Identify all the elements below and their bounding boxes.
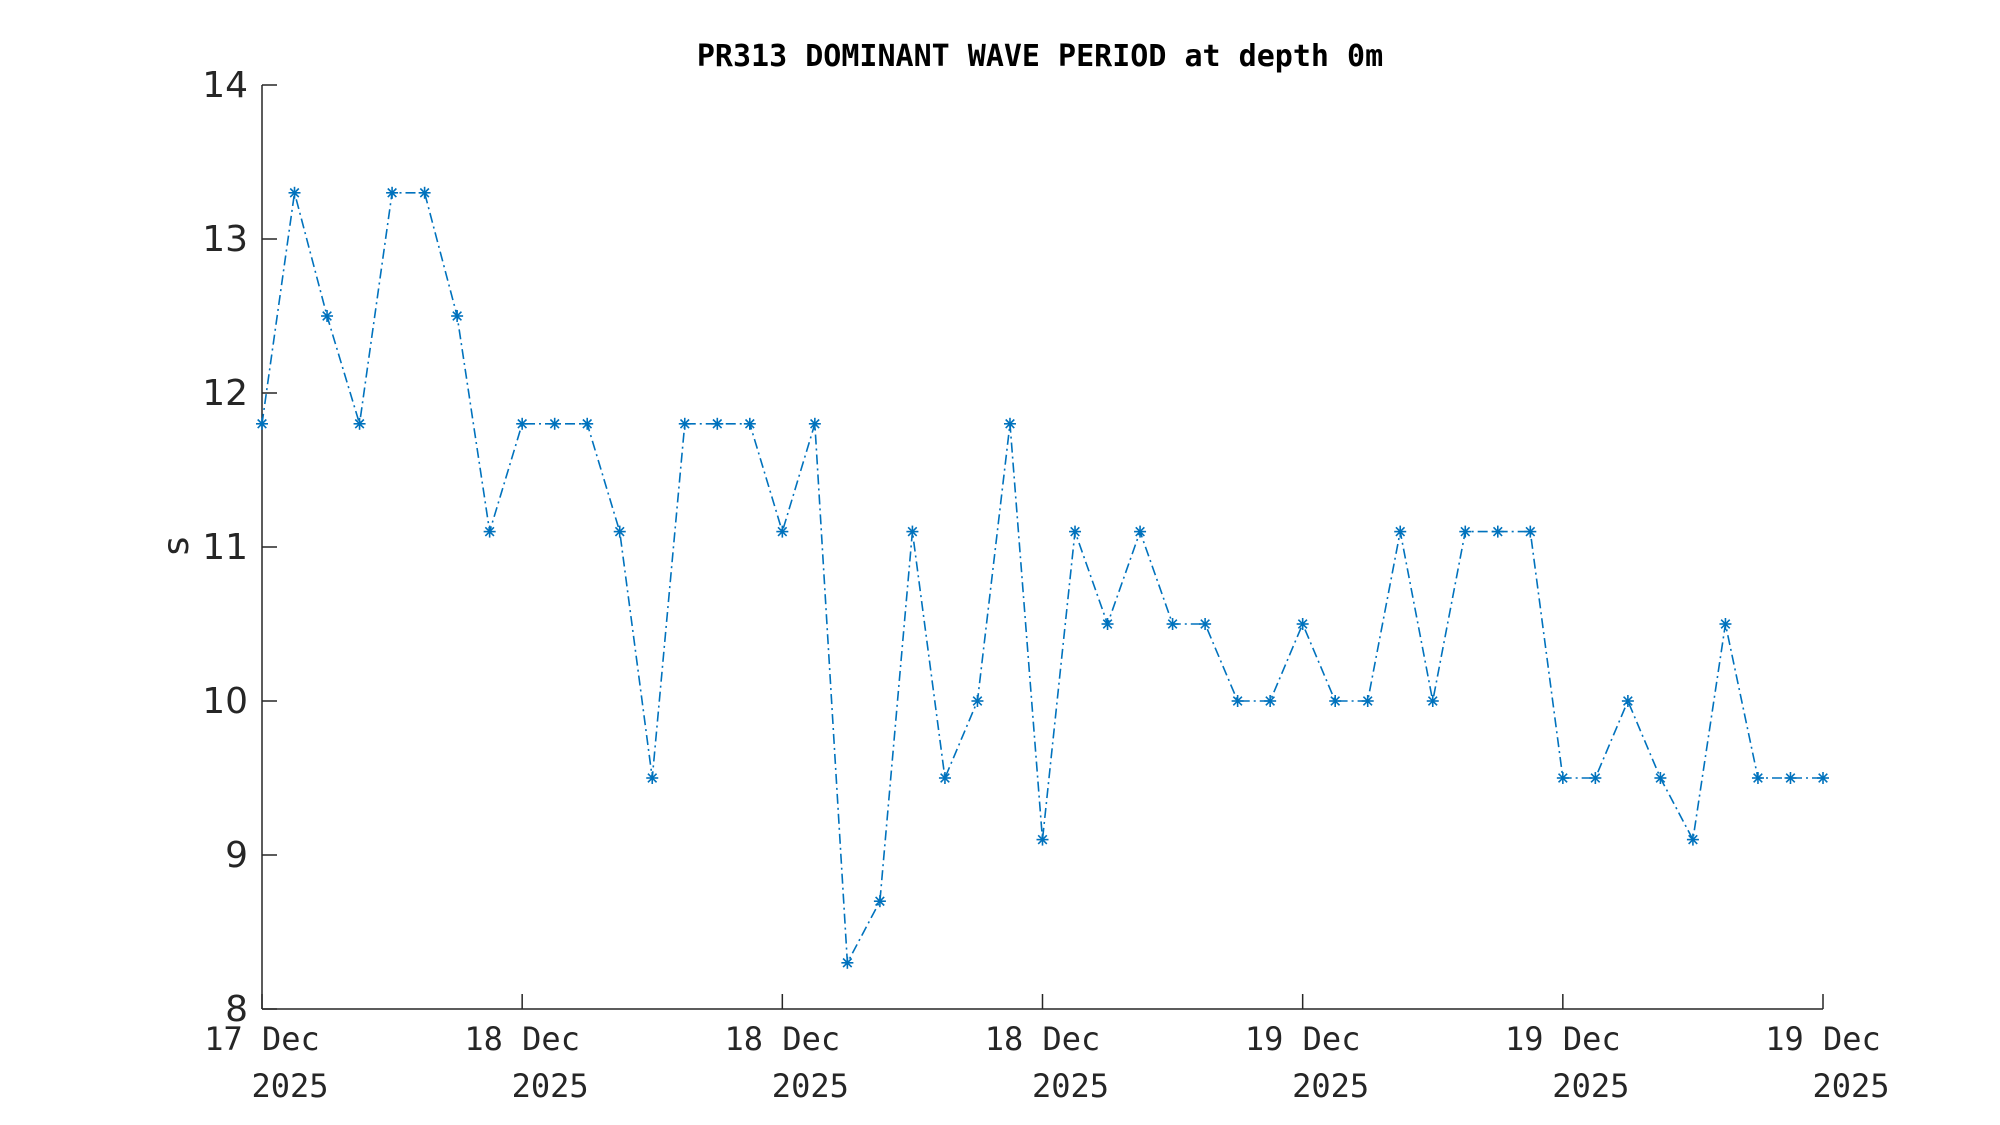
y-tick-label: 14	[202, 65, 248, 106]
data-point	[613, 525, 626, 538]
data-point	[776, 525, 789, 538]
chart-title: PR313 DOMINANT WAVE PERIOD at depth 0m	[697, 39, 1383, 74]
data-point	[1491, 525, 1504, 538]
data-point	[1166, 618, 1179, 630]
data-point	[1394, 525, 1407, 538]
data-point	[353, 417, 366, 430]
x-tick-label-date: 18 Dec	[725, 1020, 841, 1058]
data-point	[1069, 525, 1082, 538]
series-line	[261, 192, 1823, 966]
data-point	[386, 186, 399, 199]
data-point	[581, 417, 594, 430]
data-point	[1296, 618, 1309, 630]
data-point	[906, 525, 919, 538]
x-tick-label-year: 2025	[1552, 1067, 1629, 1105]
x-tick-label-year: 2025	[772, 1067, 849, 1105]
data-point	[256, 417, 268, 430]
y-axis-label: s	[156, 537, 197, 556]
data-point	[1524, 525, 1537, 538]
y-tick-label: 8	[225, 989, 248, 1030]
x-tick-label-year: 2025	[1292, 1067, 1369, 1105]
data-point	[841, 956, 854, 969]
data-point	[1817, 772, 1829, 784]
data-point	[873, 895, 886, 908]
data-point	[1264, 695, 1277, 707]
data-point	[1751, 772, 1764, 784]
data-point	[1426, 695, 1439, 707]
data-point	[483, 525, 496, 538]
data-point	[1556, 772, 1569, 784]
y-tick-label: 13	[202, 219, 248, 260]
data-point	[971, 695, 984, 707]
data-point	[1231, 695, 1244, 707]
data-point	[678, 417, 691, 430]
data-point	[418, 186, 431, 199]
data-point	[1459, 525, 1472, 538]
data-point	[321, 310, 334, 322]
x-tick-label-date: 18 Dec	[464, 1020, 580, 1058]
x-tick-label-year: 2025	[251, 1067, 328, 1105]
data-point	[1329, 695, 1342, 707]
data-point	[938, 772, 951, 784]
y-tick-label: 11	[202, 527, 248, 568]
data-point	[548, 417, 561, 430]
x-tick-label-year: 2025	[512, 1067, 589, 1105]
data-point	[1686, 833, 1699, 846]
data-point	[1361, 695, 1374, 707]
x-tick-label-date: 18 Dec	[985, 1020, 1101, 1058]
x-tick-label-date: 19 Dec	[1245, 1020, 1361, 1058]
x-tick-label-date: 19 Dec	[1765, 1020, 1881, 1058]
y-tick-label: 12	[202, 373, 248, 414]
data-point	[743, 417, 756, 430]
data-point	[1654, 772, 1667, 784]
data-point	[288, 186, 301, 199]
y-ticks: 8 9 10 11 12 13 14	[202, 65, 277, 1030]
data-point	[516, 417, 529, 430]
data-point	[808, 417, 821, 430]
data-point	[1719, 618, 1732, 630]
data-point	[451, 310, 464, 322]
x-tick-label-date: 17 Dec	[204, 1020, 320, 1058]
data-point	[1003, 417, 1016, 430]
data-point	[1134, 525, 1147, 538]
data-point	[1589, 772, 1602, 784]
data-point	[1101, 618, 1114, 630]
x-ticks: 17 Dec 2025 18 Dec 2025 18 Dec 2025 18 Dec 2025…	[204, 994, 1890, 1105]
axes	[261, 85, 1823, 1010]
data-point	[1621, 695, 1634, 707]
series-group	[256, 186, 1829, 969]
data-point	[1199, 618, 1212, 630]
y-tick-label: 10	[202, 681, 248, 722]
data-point	[1784, 772, 1797, 784]
x-tick-label-year: 2025	[1032, 1067, 1109, 1105]
x-tick-label-year: 2025	[1812, 1067, 1889, 1105]
data-point	[711, 417, 724, 430]
y-tick-label: 9	[225, 835, 248, 876]
x-tick-label-date: 19 Dec	[1505, 1020, 1621, 1058]
data-point	[1036, 833, 1049, 846]
data-point	[646, 772, 659, 784]
